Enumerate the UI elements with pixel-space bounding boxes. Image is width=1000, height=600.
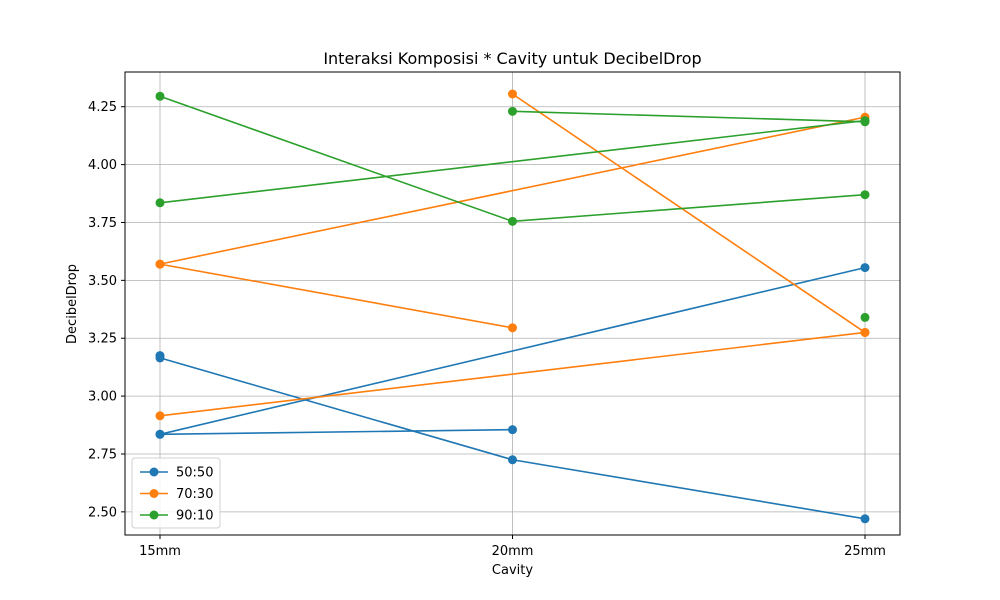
data-point	[155, 429, 165, 439]
legend-label: 90:10	[176, 509, 213, 524]
x-axis-title: Cavity	[492, 563, 533, 578]
series-50:50	[155, 263, 870, 524]
x-tick-label: 25mm	[844, 544, 886, 559]
legend-label: 50:50	[176, 466, 213, 481]
y-tick-label: 2.50	[88, 505, 117, 520]
y-axis-title: DecibelDrop	[65, 264, 80, 344]
data-point	[860, 190, 870, 200]
series-line	[159, 266, 866, 436]
y-tick-label: 2.75	[88, 447, 117, 462]
series-line	[512, 93, 866, 334]
x-tick-label: 20mm	[492, 544, 534, 559]
data-point	[155, 353, 165, 363]
data-point	[508, 216, 517, 226]
series-line	[159, 331, 866, 417]
data-point	[155, 259, 165, 269]
data-point	[860, 312, 870, 322]
legend-label: 70:30	[176, 487, 213, 502]
data-point	[860, 263, 870, 273]
series-line	[159, 119, 866, 204]
data-point	[860, 514, 870, 524]
series-line	[512, 110, 866, 123]
series-layer	[155, 89, 870, 524]
y-tick-label: 3.50	[88, 274, 117, 289]
data-point	[860, 117, 870, 127]
legend-marker	[149, 467, 159, 477]
ticks: 15mm 20mm 25mm 2.50 2.75 3.00 3.25 3.50 3.75 4.00…	[88, 100, 886, 559]
legend-item-90:10: 90:10	[140, 509, 213, 524]
series-line	[159, 428, 513, 436]
data-point	[155, 198, 165, 208]
series-70:30	[155, 89, 870, 421]
data-point	[508, 455, 517, 465]
y-tick-label: 3.25	[88, 332, 117, 347]
legend: 50:50 70:30 90:10	[131, 457, 221, 529]
data-point	[508, 106, 517, 116]
x-tick-label: 15mm	[139, 544, 181, 559]
series-90:10	[155, 91, 870, 322]
data-point	[155, 91, 165, 101]
data-point	[508, 89, 517, 99]
legend-item-70:30: 70:30	[140, 487, 213, 502]
legend-marker	[149, 489, 159, 498]
y-tick-label: 3.75	[88, 216, 117, 231]
data-point	[155, 411, 165, 421]
legend-item-50:50: 50:50	[140, 466, 213, 481]
series-line	[159, 263, 513, 329]
data-point	[508, 323, 517, 333]
legend-marker	[149, 510, 159, 520]
y-tick-label: 3.00	[88, 390, 117, 405]
data-point	[860, 327, 870, 337]
series-line	[159, 116, 866, 265]
grid	[125, 72, 900, 535]
y-tick-label: 4.00	[88, 158, 117, 173]
data-point	[508, 425, 517, 435]
chart-title: Interaksi Komposisi * Cavity untuk Decib…	[323, 49, 701, 68]
y-tick-label: 4.25	[88, 100, 117, 115]
